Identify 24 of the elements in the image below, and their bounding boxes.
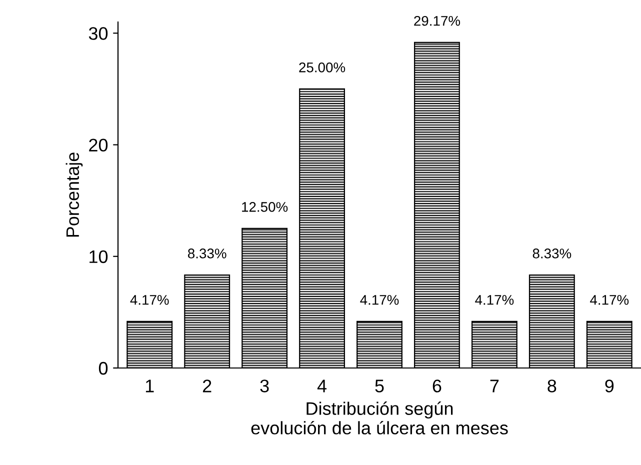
data-label: 8.33% [188, 248, 226, 258]
x-tick-label: 9 [605, 380, 614, 392]
data-label: 4.17% [590, 295, 629, 305]
y-axis-title: Porcentaje [66, 152, 83, 237]
data-label: 4.17% [130, 295, 169, 305]
x-tick-label: 2 [202, 380, 212, 392]
data-label: 12.50% [242, 202, 288, 212]
data-label: 4.17% [360, 295, 399, 305]
data-label: 25.00% [299, 62, 346, 72]
y-tick-label: 20 [89, 138, 108, 152]
x-tick-label: 1 [146, 380, 154, 392]
y-tick-label: 10 [90, 250, 108, 264]
x-tick-label: 4 [317, 380, 327, 392]
x-axis-title: Distribución según evolución de la úlcera en meses [251, 402, 508, 434]
y-tick-label: 0 [98, 362, 108, 375]
data-label: 8.33% [532, 248, 572, 258]
data-label: 4.17% [475, 295, 514, 305]
x-tick-label: 3 [260, 380, 269, 392]
x-tick-label: 8 [548, 380, 556, 392]
x-tick-label: 6 [432, 380, 442, 392]
data-label: 29.17% [414, 16, 460, 26]
y-tick-label: 30 [88, 27, 108, 40]
x-tick-label: 5 [375, 380, 384, 392]
x-tick-label: 7 [490, 380, 499, 392]
